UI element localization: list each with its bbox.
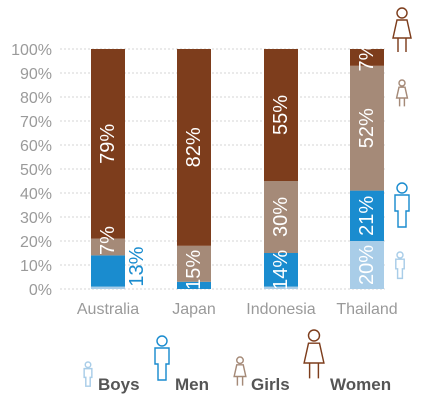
y-tick-label: 10% (20, 258, 52, 275)
bar-thailand-women (350, 49, 384, 66)
bar-indonesia-boys (264, 286, 298, 289)
x-tick-label: Australia (77, 301, 139, 318)
figure-body (395, 258, 405, 280)
y-tick-label: 90% (20, 66, 52, 83)
bar-thailand-girls (350, 65, 384, 191)
figure-head (307, 329, 321, 342)
legend-label: Men (175, 375, 209, 394)
woman-figure-icon (303, 329, 325, 379)
y-tick-label: 0% (29, 282, 52, 299)
data-label: 7% (356, 42, 378, 71)
figure-head (398, 79, 406, 87)
figure-head (396, 182, 408, 194)
data-label: 20% (356, 245, 378, 285)
data-label: 13% (126, 246, 148, 286)
data-label: 52% (356, 108, 378, 148)
data-labels: 79% 7% 13% 82% 15% 55% 30% 14% 7% 52% 21% 20% (97, 42, 378, 289)
x-tick-label: Indonesia (246, 301, 315, 318)
man-figure-icon (394, 182, 410, 228)
legend-label: Girls (251, 375, 290, 394)
data-label: 21% (356, 196, 378, 236)
bar-thailand-men (350, 190, 384, 241)
data-label: 14% (270, 250, 292, 290)
bar-australia-men (91, 255, 125, 287)
figure-body (83, 367, 93, 387)
girl-figure-icon (395, 79, 409, 107)
legend: Boys Men Girls Women (83, 329, 391, 394)
man-figure-icon (154, 335, 170, 381)
figure-body (395, 86, 409, 107)
y-tick-label: 70% (20, 114, 52, 131)
y-tick-label: 80% (20, 90, 52, 107)
y-tick-label: 40% (20, 186, 52, 203)
bar-australia-boys (91, 286, 125, 289)
bar-thailand-boys (350, 241, 384, 289)
bar-japan-women (177, 49, 211, 246)
bar-indonesia-men (264, 253, 298, 287)
boy-figure-icon (395, 251, 405, 280)
woman-figure-icon (392, 7, 412, 52)
bar-australia-women (91, 49, 125, 239)
girl-figure-icon (233, 356, 247, 386)
figure-head (156, 335, 168, 347)
bar-japan-men (177, 281, 211, 289)
y-tick-label: 20% (20, 234, 52, 251)
figure-body (154, 347, 170, 381)
x-tick-label: Thailand (336, 301, 397, 318)
y-tick-label: 50% (20, 162, 52, 179)
figure-head (396, 251, 404, 259)
figure-body (392, 19, 412, 52)
data-label: 55% (270, 95, 292, 135)
y-tick-label: 30% (20, 210, 52, 227)
bar-japan-girls (177, 245, 211, 282)
boy-figure-icon (83, 361, 93, 387)
x-tick-label: Japan (172, 301, 216, 318)
figure-body (303, 342, 325, 379)
bars (91, 49, 384, 289)
data-label: 79% (97, 124, 119, 164)
bar-australia-girls (91, 238, 125, 256)
y-tick-label: 100% (11, 42, 52, 59)
side-figures (392, 7, 412, 280)
data-label: 30% (270, 197, 292, 237)
figure-head (236, 356, 244, 365)
y-axis: 0% 10% 20% 30% 40% 50% 60% 70% 80% 90% 100% (11, 42, 52, 299)
legend-label: Women (330, 375, 391, 394)
figure-head (396, 7, 408, 19)
figure-body (233, 364, 247, 386)
legend-label: Boys (98, 375, 140, 394)
bar-indonesia-women (264, 49, 298, 181)
x-axis: Australia Japan Indonesia Thailand (77, 301, 398, 318)
bar-indonesia-girls (264, 181, 298, 253)
data-label: 82% (183, 127, 205, 167)
y-tick-label: 60% (20, 138, 52, 155)
figure-head (84, 361, 92, 369)
data-label: 15% (183, 250, 205, 290)
data-label: 7% (97, 226, 119, 255)
figure-body (394, 194, 410, 228)
